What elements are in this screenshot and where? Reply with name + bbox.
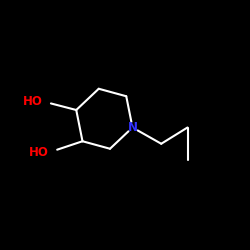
Text: HO: HO — [29, 146, 49, 159]
Text: N: N — [128, 121, 138, 134]
Text: HO: HO — [22, 95, 42, 108]
